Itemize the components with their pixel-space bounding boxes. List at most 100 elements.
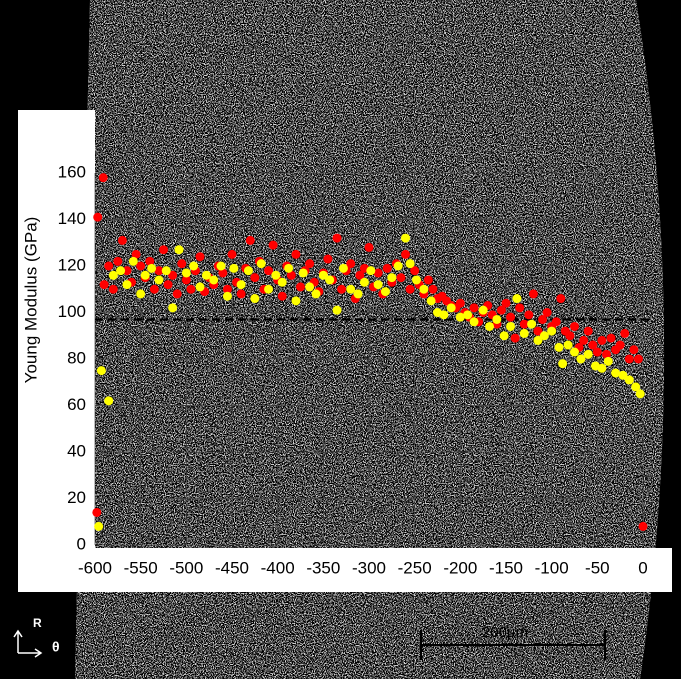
data-point: [396, 273, 406, 283]
x-tick-label: -550: [124, 558, 158, 577]
data-point: [296, 282, 305, 292]
data-point: [136, 261, 146, 271]
data-point: [501, 298, 511, 308]
data-point: [576, 354, 586, 364]
data-point: [606, 333, 616, 343]
data-point: [506, 321, 516, 331]
data-point: [382, 263, 392, 273]
data-point: [93, 212, 103, 222]
data-point: [512, 294, 522, 304]
data-point: [583, 349, 593, 359]
data-point: [305, 259, 315, 269]
data-point: [485, 321, 495, 331]
scale-bar-label: 200µm: [482, 624, 528, 641]
data-point: [446, 303, 456, 313]
data-point: [172, 289, 182, 299]
y-tick-label: 60: [67, 395, 86, 414]
data-point: [284, 263, 294, 273]
data-point: [638, 521, 648, 531]
x-tick-label: -350: [306, 558, 340, 577]
axis-r-label: R: [33, 616, 42, 630]
data-point: [423, 275, 433, 285]
data-point: [601, 349, 611, 359]
data-point: [597, 363, 607, 373]
micrograph-texture: [75, 0, 665, 679]
data-point: [618, 370, 628, 380]
data-point: [579, 335, 589, 345]
data-point: [355, 270, 365, 280]
data-point: [624, 375, 634, 385]
data-point: [113, 256, 123, 266]
y-tick-label: 20: [67, 488, 86, 507]
x-tick-label: -200: [443, 558, 477, 577]
data-point: [539, 331, 549, 341]
data-point: [195, 252, 205, 262]
data-point: [411, 275, 421, 285]
data-point: [519, 319, 529, 329]
data-point: [528, 289, 538, 299]
data-point: [277, 277, 287, 287]
data-point: [478, 305, 488, 315]
data-point: [556, 294, 566, 304]
data-point: [98, 173, 108, 183]
y-tick-label: 100: [58, 302, 86, 321]
x-tick-label: -100: [535, 558, 569, 577]
data-point: [108, 270, 118, 280]
y-tick-label: 140: [58, 209, 86, 228]
data-point: [96, 366, 106, 376]
x-tick-label: -450: [215, 558, 249, 577]
data-point: [515, 303, 525, 313]
data-point: [499, 331, 509, 341]
data-point: [558, 359, 568, 369]
y-tick-label: 80: [67, 348, 86, 367]
data-point: [405, 284, 415, 294]
data-point: [463, 310, 473, 320]
x-tick-label: -150: [489, 558, 523, 577]
data-point: [332, 305, 342, 315]
data-point: [195, 282, 205, 292]
data-point: [570, 347, 579, 357]
data-point: [131, 249, 141, 259]
data-point: [122, 266, 132, 276]
data-point: [277, 291, 287, 301]
data-point: [492, 314, 502, 324]
data-point: [373, 268, 383, 278]
data-point: [154, 266, 164, 276]
data-point: [186, 284, 196, 294]
data-point: [149, 284, 159, 294]
data-point: [163, 280, 173, 290]
data-point: [533, 326, 543, 336]
y-tick-label: 120: [58, 255, 86, 274]
data-point: [554, 342, 564, 352]
data-point: [603, 356, 613, 366]
data-point: [189, 261, 199, 271]
data-point: [615, 340, 625, 350]
data-point: [145, 256, 155, 266]
data-point: [147, 263, 157, 273]
data-point: [256, 259, 266, 269]
data-point: [533, 335, 543, 345]
data-point: [216, 261, 226, 271]
data-point: [264, 266, 274, 276]
data-point: [229, 263, 239, 273]
data-point: [325, 275, 335, 285]
data-point: [318, 270, 328, 280]
x-tick-label: -250: [398, 558, 432, 577]
data-point: [264, 284, 274, 294]
data-point: [268, 240, 278, 250]
data-point: [108, 284, 118, 294]
data-point: [201, 270, 211, 280]
data-point: [439, 310, 449, 320]
x-axis-panel: [18, 548, 672, 592]
data-point: [631, 382, 641, 392]
y-tick-label: 40: [67, 441, 86, 460]
data-point: [401, 249, 411, 259]
data-point: [222, 291, 232, 301]
data-point: [538, 314, 548, 324]
data-point: [570, 321, 579, 331]
data-point: [373, 280, 383, 290]
data-point: [346, 284, 356, 294]
x-tick-label: -500: [169, 558, 203, 577]
data-point: [236, 289, 246, 299]
data-point: [353, 289, 363, 299]
